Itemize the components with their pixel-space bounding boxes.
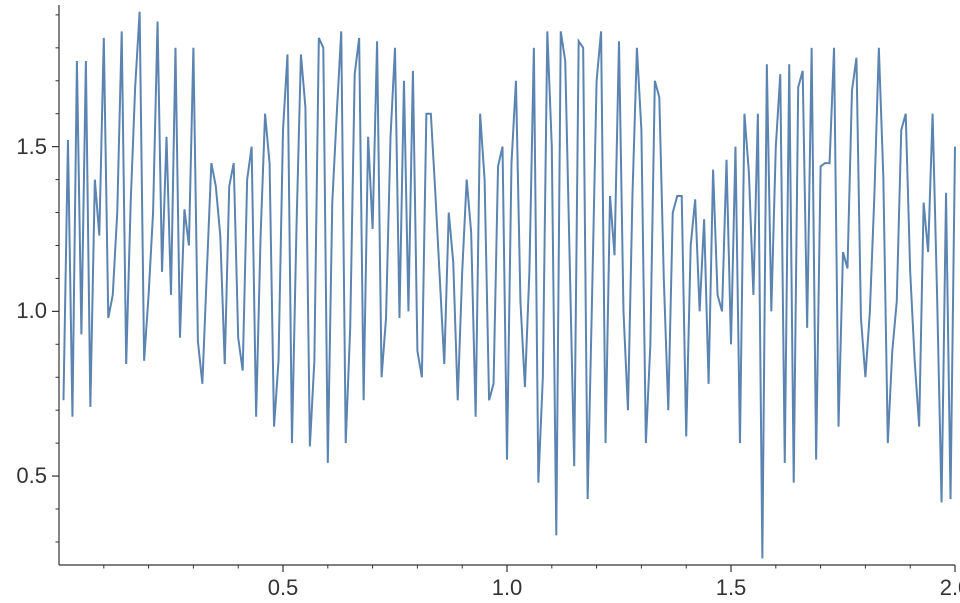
axis-tick-label: 0.5	[268, 575, 299, 601]
axis-tick-label: 1.5	[16, 134, 47, 160]
axis-tick-label: 0.5	[16, 463, 47, 489]
axis-tick-label: 1.0	[16, 298, 47, 324]
axis-tick-label: 1.0	[492, 575, 523, 601]
axis-tick-label: 1.5	[716, 575, 747, 601]
line-chart: 0.5 1.0 1.5 2.0 0.5 1.0 1.5	[0, 0, 960, 603]
chart-svg	[0, 0, 960, 603]
axis-tick-label: 2.0	[940, 575, 960, 601]
